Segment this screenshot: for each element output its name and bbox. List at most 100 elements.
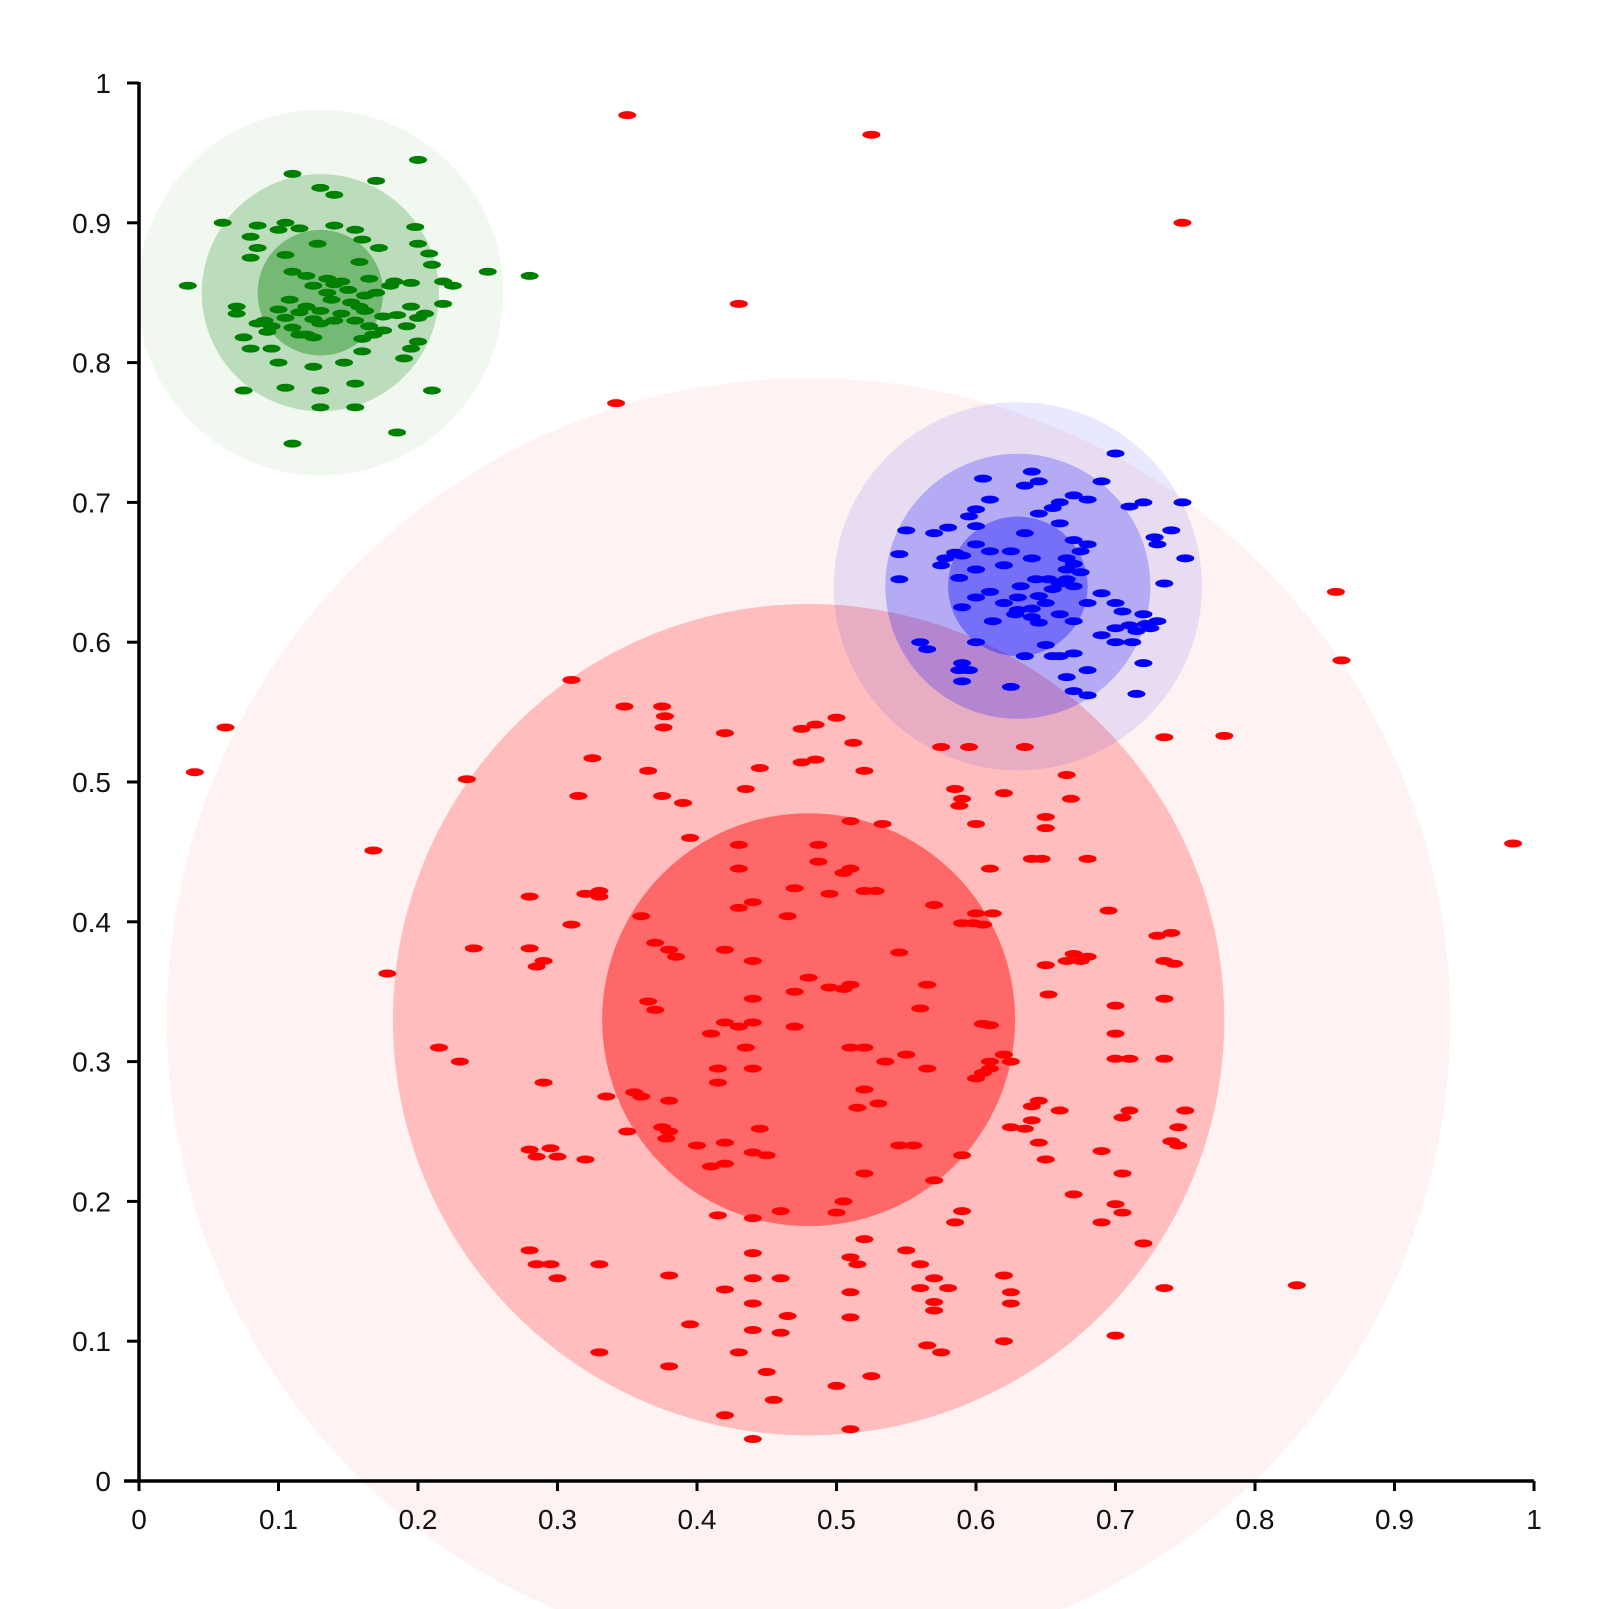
point-0-16 — [248, 243, 267, 252]
point-2-135 — [708, 1078, 727, 1087]
point-1-23 — [1145, 533, 1164, 542]
point-1-12 — [1120, 502, 1139, 511]
point-0-68 — [283, 323, 302, 332]
point-1-97 — [1050, 652, 1069, 661]
point-0-62 — [325, 316, 344, 325]
point-1-93 — [1078, 666, 1097, 675]
point-2-63 — [590, 887, 609, 896]
y-tick-label: 0.7 — [72, 487, 111, 518]
point-2-47 — [873, 819, 892, 828]
point-2-35 — [1057, 771, 1076, 780]
x-tick-label: 0.2 — [399, 1504, 438, 1535]
y-tick-label: 0.9 — [72, 208, 111, 239]
point-2-165 — [688, 1141, 706, 1150]
point-0-46 — [434, 299, 453, 308]
point-2-80 — [562, 920, 581, 929]
x-tick-label: 1 — [1526, 1504, 1542, 1535]
point-0-38 — [443, 281, 462, 290]
point-2-229 — [994, 1337, 1013, 1346]
point-0-43 — [280, 295, 299, 304]
point-2-45 — [1036, 812, 1055, 821]
point-1-101 — [1078, 691, 1097, 700]
point-2-183 — [855, 1169, 874, 1178]
point-1-56 — [1043, 585, 1062, 594]
point-2-211 — [771, 1274, 790, 1283]
point-2-89 — [1148, 931, 1167, 940]
point-2-139 — [980, 1064, 999, 1073]
point-1-72 — [983, 617, 1002, 626]
point-2-219 — [1155, 1284, 1174, 1293]
point-1-34 — [1071, 547, 1090, 556]
point-2-189 — [771, 1207, 790, 1216]
point-1-14 — [960, 512, 979, 521]
point-2-191 — [743, 1214, 762, 1223]
point-0-31 — [520, 271, 539, 280]
point-2-237 — [862, 1372, 881, 1381]
point-0-30 — [478, 267, 497, 276]
y-tick-label: 0.2 — [72, 1186, 111, 1217]
point-2-170 — [1162, 1137, 1181, 1146]
point-1-54 — [1008, 593, 1027, 602]
point-0-90 — [346, 379, 365, 388]
point-1-90 — [1064, 649, 1083, 658]
point-2-238 — [827, 1381, 846, 1390]
point-1-91 — [953, 659, 972, 668]
x-tick-label: 0.5 — [817, 1504, 856, 1535]
point-2-159 — [750, 1124, 769, 1133]
point-0-53 — [290, 308, 309, 317]
point-0-81 — [241, 344, 260, 353]
point-2-7 — [216, 723, 235, 732]
point-1-13 — [1078, 495, 1097, 504]
point-0-15 — [409, 239, 427, 248]
point-2-109 — [646, 1005, 665, 1014]
point-2-85 — [743, 956, 762, 965]
point-2-236 — [757, 1367, 776, 1376]
point-2-190 — [708, 1211, 727, 1220]
point-0-60 — [276, 313, 295, 322]
point-1-38 — [994, 561, 1013, 570]
x-tick-label: 0.7 — [1096, 1504, 1135, 1535]
point-0-97 — [388, 428, 407, 437]
point-1-48 — [890, 575, 909, 584]
point-0-35 — [381, 281, 400, 290]
point-2-43 — [950, 801, 969, 810]
point-1-1 — [1092, 477, 1111, 486]
point-0-13 — [269, 225, 288, 234]
point-1-27 — [1001, 547, 1020, 556]
point-1-88 — [1015, 652, 1034, 661]
point-2-2 — [1173, 218, 1192, 227]
point-2-235 — [660, 1362, 679, 1371]
point-0-32 — [178, 281, 197, 290]
point-2-49 — [1036, 824, 1055, 833]
point-2-105 — [918, 980, 937, 989]
point-2-72 — [925, 901, 944, 910]
point-2-101 — [820, 983, 839, 992]
point-2-206 — [841, 1253, 860, 1262]
point-2-200 — [520, 1246, 539, 1255]
point-1-8 — [967, 505, 985, 514]
point-0-93 — [311, 386, 330, 395]
y-tick-label: 0.4 — [72, 907, 111, 938]
density-ring-1-1 — [392, 603, 1225, 1436]
point-2-53 — [809, 857, 828, 866]
point-2-126 — [876, 1057, 895, 1066]
point-2-222 — [925, 1298, 944, 1307]
point-2-38 — [736, 784, 755, 793]
point-2-217 — [1001, 1288, 1020, 1297]
point-2-0 — [618, 111, 637, 120]
point-1-4 — [1015, 481, 1034, 490]
point-2-198 — [897, 1246, 916, 1255]
point-2-19 — [654, 723, 673, 732]
point-1-53 — [980, 587, 999, 596]
point-1-73 — [1029, 618, 1048, 627]
point-2-155 — [1022, 1116, 1041, 1125]
point-1-16 — [1043, 503, 1062, 512]
point-2-28 — [1155, 733, 1174, 742]
point-2-230 — [1106, 1331, 1125, 1340]
point-1-51 — [1064, 582, 1083, 591]
x-tick-label: 0.9 — [1375, 1504, 1414, 1535]
point-2-87 — [1064, 949, 1083, 958]
point-2-29 — [583, 754, 602, 763]
point-1-22 — [1050, 519, 1069, 528]
